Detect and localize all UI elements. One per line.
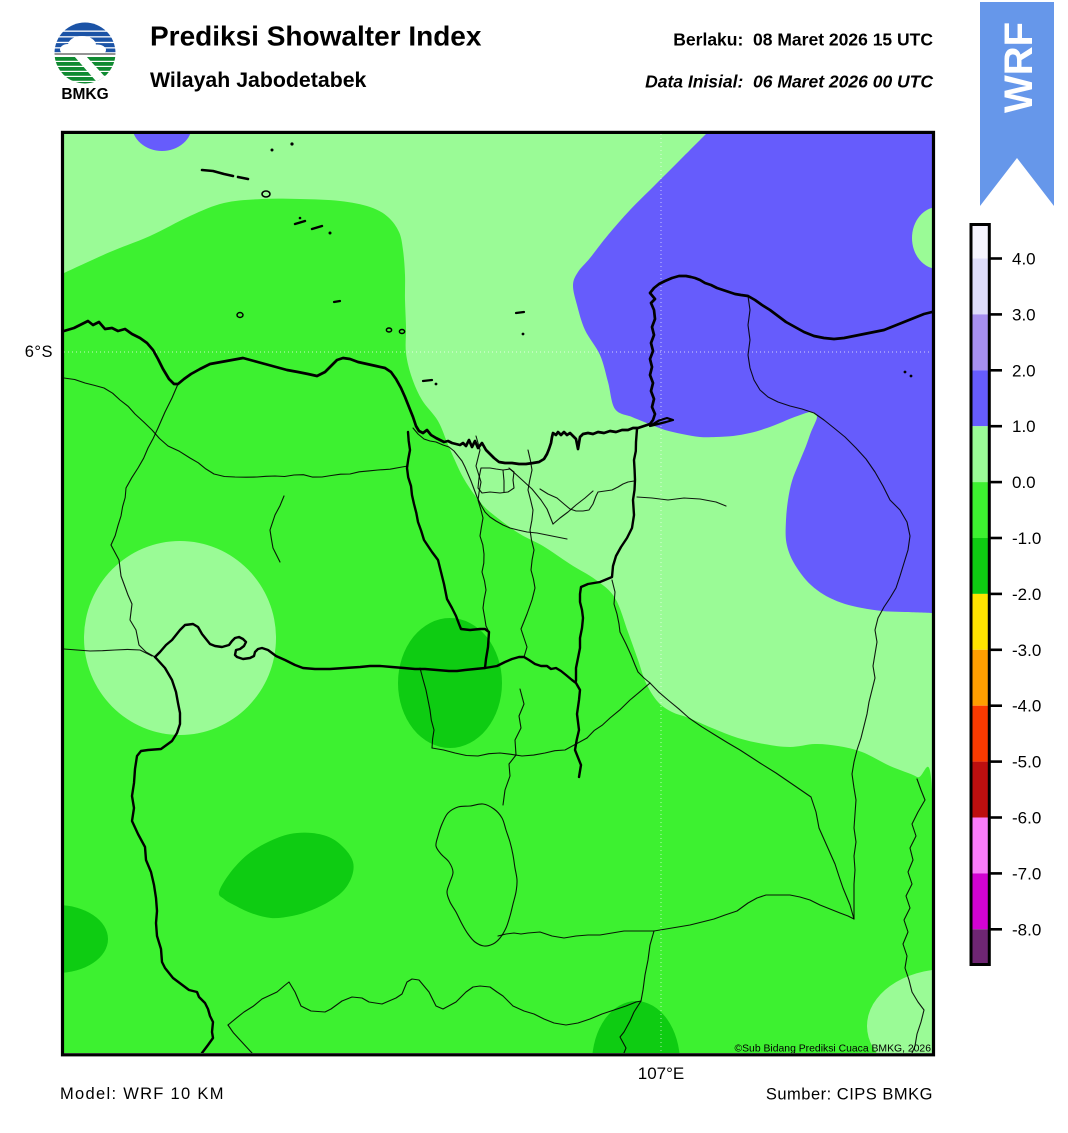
svg-text:0.0: 0.0 (1012, 473, 1036, 492)
svg-text:BMKG: BMKG (61, 86, 108, 103)
svg-text:Model: WRF 10 KM: Model: WRF 10 KM (60, 1085, 225, 1103)
svg-text:Wilayah Jabodetabek: Wilayah Jabodetabek (150, 68, 367, 92)
svg-text:-4.0: -4.0 (1012, 697, 1041, 716)
svg-text:4.0: 4.0 (1012, 250, 1036, 269)
svg-text:Berlaku: 08 Maret 2026 15 UTC: Berlaku: 08 Maret 2026 15 UTC (673, 30, 933, 50)
svg-text:-1.0: -1.0 (1012, 529, 1041, 548)
svg-text:©Sub Bidang Prediksi Cuaca BMK: ©Sub Bidang Prediksi Cuaca BMKG, 2026 (734, 1044, 931, 1055)
svg-text:3.0: 3.0 (1012, 305, 1036, 324)
svg-text:-2.0: -2.0 (1012, 585, 1041, 604)
svg-text:-6.0: -6.0 (1012, 809, 1041, 828)
svg-text:1.0: 1.0 (1012, 417, 1036, 436)
svg-text:Sumber: CIPS BMKG: Sumber: CIPS BMKG (766, 1086, 933, 1104)
svg-text:2.0: 2.0 (1012, 361, 1036, 380)
svg-text:107°E: 107°E (638, 1064, 685, 1083)
svg-text:-5.0: -5.0 (1012, 753, 1041, 772)
svg-text:-3.0: -3.0 (1012, 641, 1041, 660)
svg-text:-7.0: -7.0 (1012, 864, 1041, 883)
svg-text:Data Inisial: 06 Maret 2026 0: Data Inisial: 06 Maret 2026 00 UTC (645, 72, 933, 92)
svg-text:Prediksi Showalter Index: Prediksi Showalter Index (150, 21, 482, 52)
svg-text:WRF: WRF (997, 22, 1041, 113)
svg-text:-8.0: -8.0 (1012, 920, 1041, 939)
svg-text:6°S: 6°S (25, 343, 53, 361)
